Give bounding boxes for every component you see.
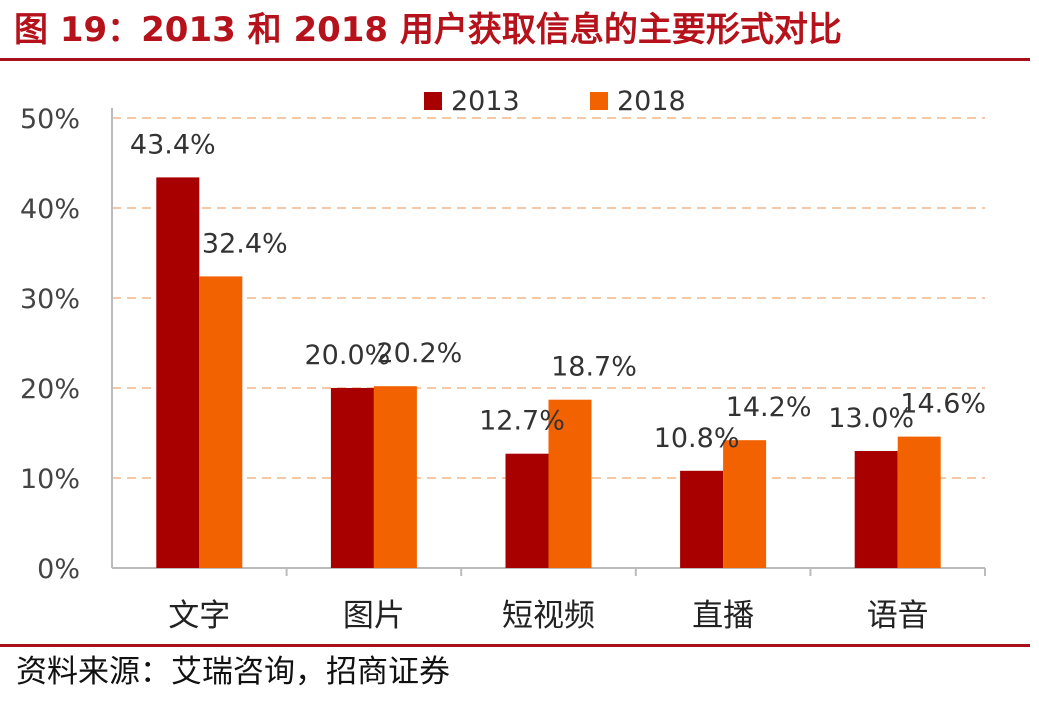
x-category-label: 直播 bbox=[692, 598, 754, 634]
legend-label: 2013 bbox=[451, 86, 520, 117]
data-label: 18.7% bbox=[551, 352, 637, 383]
bars bbox=[156, 177, 941, 568]
bar-2018-2 bbox=[548, 399, 592, 568]
bar-2013-0 bbox=[156, 177, 200, 568]
data-label: 10.8% bbox=[654, 423, 740, 454]
y-tick-label: 40% bbox=[20, 194, 80, 225]
source-note: 资料来源：艾瑞咨询，招商证券 bbox=[16, 654, 450, 690]
y-tick-label: 0% bbox=[37, 554, 80, 585]
data-label: 13.0% bbox=[828, 403, 914, 434]
bar-chart: 0% 10% 20% 30% 40% 50% 文字 图片 短视频 直播 语音 43.4% 32.4% 2… bbox=[20, 86, 986, 634]
title-divider bbox=[0, 58, 1030, 61]
bar-2018-4 bbox=[897, 436, 941, 568]
footer-divider bbox=[0, 644, 1030, 647]
data-label: 43.4% bbox=[130, 129, 216, 160]
bar-2018-0 bbox=[199, 276, 243, 568]
y-tick-label: 50% bbox=[20, 104, 80, 135]
y-tick-label: 10% bbox=[20, 464, 80, 495]
x-category-label: 图片 bbox=[343, 598, 405, 634]
y-tick-label: 20% bbox=[20, 374, 80, 405]
x-category-label: 语音 bbox=[867, 598, 929, 634]
bar-2013-1 bbox=[330, 388, 374, 568]
bar-2013-4 bbox=[854, 451, 898, 568]
data-label: 14.6% bbox=[900, 389, 986, 420]
legend-label: 2018 bbox=[617, 86, 686, 117]
chart-title: 图 19：2013 和 2018 用户获取信息的主要形式对比 bbox=[14, 10, 842, 50]
legend-swatch-2018 bbox=[590, 92, 608, 110]
y-tick-label: 30% bbox=[20, 284, 80, 315]
x-category-label: 短视频 bbox=[502, 598, 595, 634]
data-label: 20.2% bbox=[377, 338, 463, 369]
data-labels: 43.4% 32.4% 20.0%20.2% 12.7% 18.7% 10.8%14.2%… bbox=[130, 129, 986, 453]
bar-2013-2 bbox=[505, 453, 549, 568]
data-label: 14.2% bbox=[726, 392, 812, 423]
legend-swatch-2013 bbox=[424, 92, 442, 110]
legend: 2013 2018 bbox=[424, 86, 686, 117]
bar-2018-1 bbox=[373, 386, 417, 568]
data-label: 12.7% bbox=[479, 406, 565, 437]
bar-2018-3 bbox=[723, 440, 767, 568]
data-label: 20.0% bbox=[305, 340, 391, 371]
x-category-label: 文字 bbox=[168, 598, 230, 634]
data-label: 32.4% bbox=[202, 228, 288, 259]
bar-2013-3 bbox=[680, 470, 724, 568]
